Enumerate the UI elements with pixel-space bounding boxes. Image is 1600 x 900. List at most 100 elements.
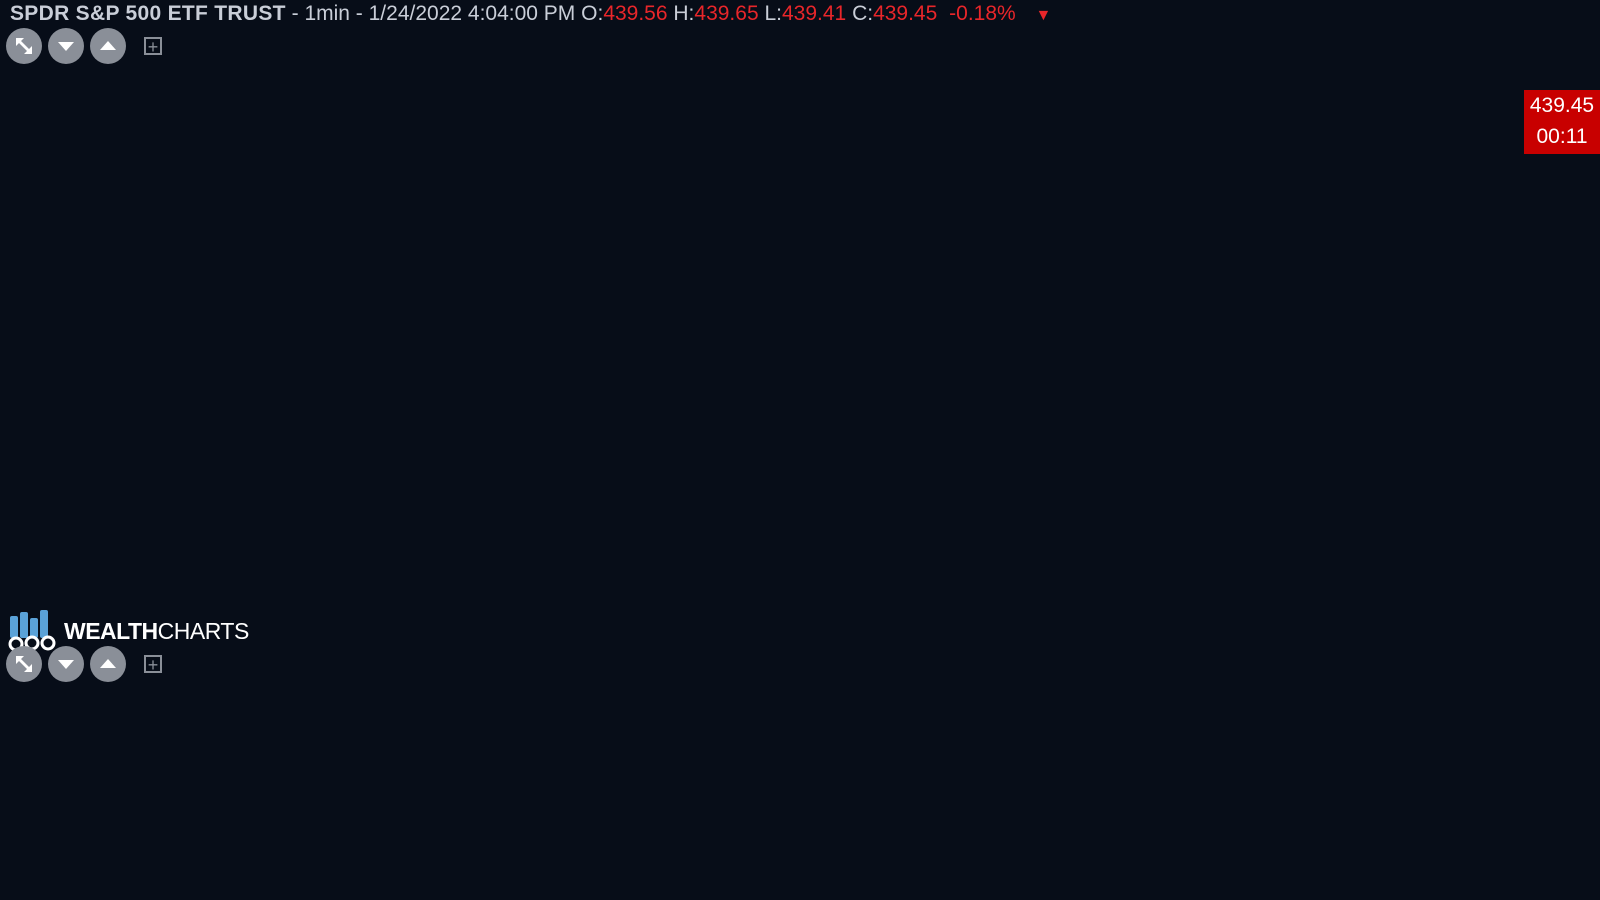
oscillator-spike <box>563 764 592 773</box>
chevron-up-icon[interactable] <box>90 28 126 64</box>
oscillator-pane-controls: + <box>6 646 162 682</box>
oscillator-spike <box>1306 758 1336 773</box>
oscillator-line-segment <box>496 718 514 734</box>
oscillator-line-segment <box>1056 718 1074 751</box>
oscillator-line-segment <box>116 755 134 788</box>
oscillator-spike <box>473 697 503 772</box>
buy-signal-dot <box>313 541 327 556</box>
oscillator-spike <box>49 751 79 773</box>
oscillator-spike <box>1099 744 1129 772</box>
oscillator-spike <box>186 740 216 772</box>
oscillator-line-segment <box>1266 743 1284 757</box>
oscillator-line-segment <box>536 704 554 717</box>
buy-signal-dot <box>793 290 807 305</box>
open-label: O: <box>581 2 604 25</box>
oscillator-line-segment <box>6 805 24 825</box>
sell-triangle-marker <box>1297 139 1310 158</box>
price-axis-label: 440.64 <box>1498 43 1563 66</box>
bar-countdown: 00:11 <box>1536 125 1588 148</box>
close-value: 439.45 <box>873 2 938 25</box>
low-value: 439.41 <box>781 2 847 25</box>
interval-date: - 1min - 1/24/2022 4:04:00 PM <box>291 2 576 25</box>
oscillator-pane <box>0 694 1476 847</box>
sell-signal-dot <box>0 379 11 394</box>
oscillator-line-segment <box>646 737 664 794</box>
oscillator-band <box>4 771 1466 797</box>
plus-icon[interactable]: + <box>144 37 162 56</box>
oscillator-line-segment <box>1066 697 1084 726</box>
oscillator-line-segment <box>626 780 644 825</box>
oscillator-line-segment <box>1246 743 1264 782</box>
oscillator-spike <box>89 724 119 772</box>
oscillator-line-segment <box>186 792 204 831</box>
oscillator-line-segment <box>346 697 364 751</box>
time-axis-label: :30 <box>1308 860 1339 885</box>
chevron-down-icon[interactable] <box>48 646 84 682</box>
oscillator-spike <box>416 755 446 773</box>
price-axis-label: 432.48 <box>1498 256 1562 279</box>
oscillator-line-segment <box>286 715 304 739</box>
oscillator-line-segment <box>406 765 424 825</box>
buy-triangle-marker <box>1040 434 1053 453</box>
sell-signal-dot <box>1039 376 1054 391</box>
chevron-down-icon[interactable] <box>48 28 84 64</box>
oscillator-line-segment <box>176 805 194 831</box>
oscillator-line-segment <box>546 704 564 769</box>
buy-triangle-marker <box>210 570 223 589</box>
oscillator-line-segment <box>426 774 444 813</box>
time-axis-label: 2pm <box>801 860 846 885</box>
oscillator-line-segment <box>856 694 874 714</box>
oscillator-line-segment <box>826 725 844 769</box>
time-axis-label: 1pm <box>467 860 512 885</box>
oscillator-line-segment <box>416 805 434 825</box>
sell-signal-dot <box>999 366 1014 381</box>
expand-icon[interactable] <box>6 28 42 64</box>
oscillator-line-segment <box>1276 700 1294 751</box>
oscillator-line-segment <box>1196 700 1214 739</box>
chevron-up-icon[interactable] <box>90 646 126 682</box>
oscillator-line-segment <box>996 725 1014 751</box>
sell-signal-dot <box>243 530 257 545</box>
oscillator-line-segment <box>1416 706 1434 751</box>
oscillator-line-segment <box>226 755 244 769</box>
oscillator-line-segment <box>926 737 944 769</box>
oscillator-line-segment <box>616 811 634 825</box>
oscillator-line-segment <box>846 706 864 726</box>
oscillator-line-segment <box>716 731 734 788</box>
oscillator-band <box>4 697 1466 723</box>
oscillator-line-segment <box>956 718 974 766</box>
price-axis-label: 421.60 <box>1498 541 1562 564</box>
price-axis-label: 427.04 <box>1498 399 1563 422</box>
expand-icon[interactable] <box>6 646 42 682</box>
oscillator-spike <box>110 756 139 773</box>
sell-triangle-marker <box>1447 39 1460 58</box>
oscillator-line-segment <box>1136 712 1154 726</box>
oscillator-spike <box>166 722 196 772</box>
oscillator-line-segment <box>1106 731 1124 763</box>
oscillator-line-segment <box>1436 718 1454 763</box>
buy-triangle-marker <box>37 468 50 487</box>
chart-header: SPDR S&P 500 ETF TRUST - 1min - 1/24/202… <box>10 0 1051 28</box>
oscillator-line-segment <box>1006 743 1024 769</box>
oscillator-line-segment <box>676 749 694 776</box>
oscillator-line-segment <box>606 805 624 819</box>
oscillator-line-segment <box>576 774 594 813</box>
oscillator-line-segment <box>1126 718 1144 751</box>
oscillator-axis-label: 5.00 <box>1498 700 1539 723</box>
oscillator-spike <box>139 745 169 772</box>
time-axis-label: :30 <box>641 860 672 885</box>
plus-icon[interactable]: + <box>144 655 162 674</box>
oscillator-line-segment <box>206 764 224 782</box>
oscillator-line-segment <box>1306 697 1324 714</box>
oscillator-line-segment <box>1186 700 1204 751</box>
oscillator-line-segment <box>166 805 184 847</box>
oscillator-line-segment <box>386 706 404 763</box>
oscillator-line-segment <box>36 819 54 831</box>
sell-triangle-marker <box>1090 262 1103 281</box>
buy-signal-dot <box>1136 313 1151 328</box>
oscillator-line-segment <box>476 700 494 766</box>
oscillator-line-segment <box>866 694 884 745</box>
